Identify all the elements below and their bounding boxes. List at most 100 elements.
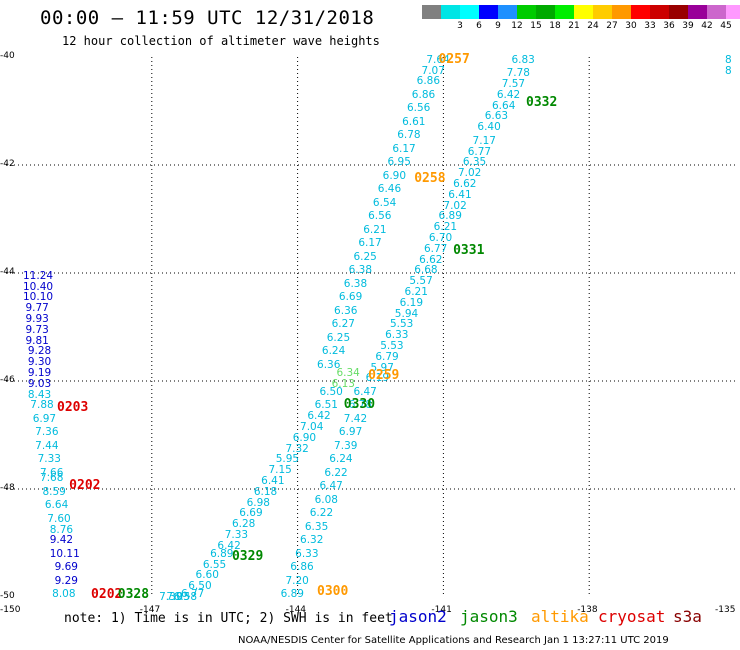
wave-height-value: 6.27: [331, 318, 355, 331]
pass-time-label: 0328: [117, 587, 150, 602]
wave-height-value: 6.34: [336, 366, 360, 379]
wave-height-value: 6.42: [496, 88, 521, 101]
wave-height-value: 6.63: [484, 110, 509, 123]
wave-height-value: 7.42: [343, 412, 368, 425]
wave-height-value: 6.21: [404, 285, 428, 298]
lat-tick-label: -50: [0, 591, 15, 601]
lon-tick-label: -147: [139, 605, 161, 615]
wave-height-value: 6.86: [416, 75, 441, 88]
wave-height-value: 8: [725, 53, 732, 66]
colorbar-swatch: [631, 5, 650, 19]
pass-time-label: 0202: [69, 478, 101, 494]
wave-height-value: 6.33: [295, 547, 319, 560]
wave-height-value: 6.68: [414, 264, 438, 277]
colorbar-swatch: [650, 5, 669, 19]
wave-height-value: 6.41: [448, 188, 472, 201]
wave-height-value: 6.36: [317, 358, 341, 371]
wave-height-value: 6.77: [423, 242, 448, 255]
wave-height-value: 6.38: [348, 264, 373, 277]
wave-height-value: 7.36: [35, 426, 59, 439]
wave-height-value: 6.60: [195, 569, 219, 582]
wave-height-value: 6.36: [334, 304, 358, 317]
wave-height-value: 7.64: [426, 53, 450, 66]
wave-height-value: 6.50: [319, 385, 343, 398]
wave-height-value: 6.42: [307, 410, 331, 423]
wave-height-value: 6.35: [304, 520, 329, 533]
wave-height-value: 6.64: [492, 99, 516, 112]
wave-height-value: 6.70: [428, 231, 453, 244]
pass-time-label: 0203: [57, 400, 89, 415]
lat-tick-label: -48: [0, 483, 15, 493]
wave-height-value: 6.35: [462, 156, 487, 169]
wave-height-value: 6.46: [377, 183, 402, 196]
wave-height-value: 7.57: [501, 78, 526, 90]
wave-height-value: 9.93: [25, 312, 49, 325]
wave-height-value: 7.78: [506, 67, 530, 80]
wave-height-value: 9.69: [54, 561, 78, 574]
wave-height-value: 6.90: [382, 169, 407, 182]
wave-height-value: 9.73: [25, 323, 49, 336]
wave-height-value: 6.08: [314, 493, 338, 506]
wave-height-value: 6.79: [375, 350, 399, 363]
pass-time-label: 0332: [526, 94, 558, 110]
wave-height-value: 7.15: [268, 464, 292, 477]
wave-height-value: 6.89: [438, 210, 462, 223]
map-title: 00:00 – 11:59 UTC 12/31/2018: [40, 7, 375, 29]
colorbar-label: 3: [457, 21, 463, 31]
wave-height-value: 7.33: [37, 453, 61, 466]
wave-height-value: 7.39: [159, 591, 183, 603]
wave-height-value: 9.29: [54, 574, 78, 587]
wave-height-value: 8.43: [27, 388, 52, 401]
wave-height-value: 5.97: [370, 361, 394, 374]
wave-height-value: 6.21: [433, 221, 458, 234]
colorbar-swatch: [574, 5, 593, 19]
colorbar-swatch: [517, 5, 536, 19]
colorbar-label: 39: [682, 21, 694, 31]
wave-height-value: 6.83: [511, 53, 535, 66]
wave-height-value: 6.51: [314, 399, 338, 412]
wave-height-value: 7.66: [40, 466, 64, 479]
wave-height-value: 6.22: [324, 466, 348, 479]
wave-height-value: 6.56: [368, 210, 392, 223]
wave-height-value: 6.38: [343, 277, 368, 290]
colorbar-label: 15: [530, 21, 542, 31]
lon-tick-label: -150: [0, 605, 21, 615]
wave-height-value: 6.28: [231, 518, 256, 531]
wave-height-value: 6.69: [338, 291, 363, 304]
wave-height-value: 6.97: [32, 412, 57, 425]
colorbar-label: 18: [549, 21, 561, 31]
colorbar-label: 6: [476, 21, 482, 31]
wave-height-value: 7.68: [40, 472, 64, 485]
colorbar-swatch: [460, 5, 479, 19]
wave-height-value: 6.17: [358, 237, 382, 250]
wave-height-value: 6.17: [392, 142, 416, 155]
wave-height-value: 6.42: [217, 539, 241, 552]
colorbar-swatch: [669, 5, 688, 19]
colorbar-label: 45: [720, 21, 732, 31]
wave-height-value: 9.03: [27, 377, 52, 390]
wave-height-value: 6.90: [292, 431, 317, 444]
wave-height-value: 6.47: [319, 480, 343, 493]
map-subtitle: 12 hour collection of altimeter wave hei…: [62, 34, 380, 48]
wave-height-value: 6.50: [188, 580, 212, 593]
wave-height-value: 6.33: [385, 329, 409, 342]
pass-time-label: 0202: [91, 587, 123, 602]
colorbar-swatch: [726, 5, 740, 19]
wave-height-value: 7.07: [421, 64, 445, 77]
wave-height-value: 7.39: [334, 439, 358, 452]
wave-height-value: 5.57: [409, 275, 433, 288]
wave-height-value: 8: [725, 64, 732, 77]
pass-time-label: 0331: [453, 243, 485, 259]
wave-height-value: 6.25: [326, 331, 351, 344]
colorbar-swatch: [536, 5, 555, 19]
lon-tick-label: -138: [577, 605, 598, 615]
wave-height-value: 6.54: [372, 196, 397, 209]
wave-height-value: 6.32: [300, 534, 324, 547]
wave-height-value: 10.11: [49, 547, 80, 560]
wave-height-value: 7.03: [166, 591, 190, 603]
wave-height-value: 6.25: [353, 250, 377, 263]
wave-height-value: 5.94: [394, 307, 419, 320]
legend-jason3: jason3: [460, 607, 518, 626]
